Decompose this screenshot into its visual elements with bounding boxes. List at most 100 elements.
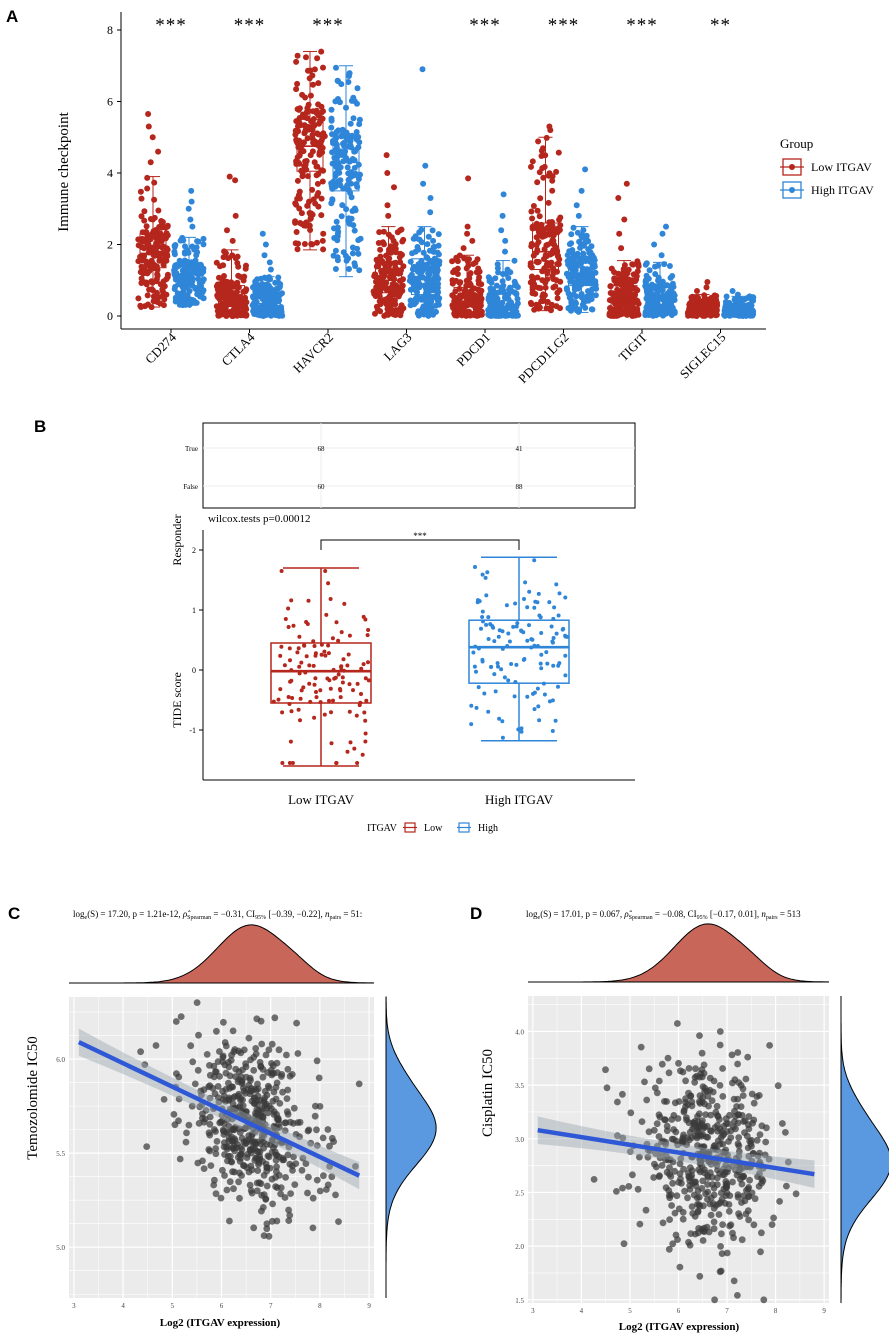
b-point — [551, 663, 556, 668]
a-point — [294, 177, 301, 184]
scatter-point — [716, 1041, 724, 1049]
a-point — [412, 235, 419, 242]
b-point — [286, 606, 291, 611]
xtick-label: 3 — [72, 1302, 76, 1310]
b-point — [525, 638, 530, 643]
scatter-point — [212, 1128, 219, 1135]
a-point — [667, 294, 674, 301]
scatter-point — [223, 1129, 231, 1136]
scatter-point — [753, 1136, 761, 1144]
a-box-PDCD1-low — [449, 175, 485, 319]
a-outlier — [460, 245, 467, 252]
b-point — [297, 634, 302, 639]
a-point — [666, 263, 673, 269]
a-point — [613, 280, 620, 287]
a-point — [256, 312, 263, 319]
scatter-point — [251, 1128, 259, 1136]
a-point — [355, 250, 362, 257]
b-point — [327, 698, 331, 703]
scatter-point — [747, 1140, 755, 1147]
scatter-point — [283, 1051, 290, 1059]
a-point — [432, 302, 439, 309]
scatter-point — [614, 1098, 621, 1106]
a-point — [472, 306, 479, 313]
scatter-point — [212, 1145, 220, 1152]
a-point — [420, 249, 427, 256]
scatter-point — [203, 1051, 211, 1058]
b-point — [360, 752, 365, 757]
a-point — [351, 227, 358, 234]
scatter-point — [735, 1111, 743, 1119]
scatter-point — [259, 1158, 266, 1165]
a-point — [556, 287, 563, 294]
scatter-point — [707, 1211, 715, 1219]
b-point — [287, 761, 292, 765]
scatter-point — [313, 1176, 321, 1184]
a-point — [347, 120, 354, 127]
scatter-point — [193, 999, 201, 1006]
a-point — [302, 161, 309, 168]
a-point — [456, 252, 463, 259]
b-point — [326, 581, 331, 586]
a-outlier — [469, 237, 476, 244]
a-point — [476, 274, 483, 281]
a-point — [658, 303, 664, 310]
scatter-point — [758, 1229, 765, 1237]
scatter-point — [716, 1082, 724, 1089]
scatter-point — [253, 1086, 260, 1094]
b-point — [523, 580, 528, 585]
b-point — [283, 617, 288, 621]
b-point — [331, 698, 335, 703]
scatter-point — [674, 1020, 681, 1027]
scatter-point — [243, 1154, 251, 1161]
a-point — [318, 195, 325, 202]
b-point — [539, 666, 544, 671]
a-point — [345, 215, 352, 222]
a-point — [313, 110, 320, 117]
b-point — [278, 687, 283, 692]
b-point — [311, 663, 316, 668]
scatter-point — [269, 1097, 277, 1105]
scatter-point — [313, 1057, 321, 1065]
a-outlier — [427, 209, 434, 216]
x-label-high: High ITGAV — [485, 792, 554, 807]
a-point — [398, 302, 405, 309]
a-outlier — [422, 162, 429, 169]
scatter-point — [227, 1153, 234, 1160]
b-point — [506, 631, 511, 636]
scatter-point — [745, 1216, 752, 1224]
scatter-point — [285, 1217, 293, 1224]
a-point — [293, 58, 300, 65]
a-point — [336, 169, 343, 176]
scatter-point — [745, 1184, 753, 1191]
panel-label-a: A — [6, 7, 18, 26]
scatter-point — [206, 1094, 214, 1102]
scatter-point — [697, 1131, 704, 1139]
scatter-point — [212, 1150, 220, 1158]
panel-b-y-ticks: -1 0 1 2 — [189, 546, 203, 735]
a-point — [155, 207, 162, 214]
d-stat-ci-val: [−0.17, 0.01], — [708, 909, 762, 919]
scatter-point — [701, 1123, 709, 1131]
b-point — [363, 731, 368, 736]
a-point — [570, 224, 577, 231]
b-point — [308, 699, 313, 704]
b-point — [554, 631, 559, 636]
scatter-point — [722, 1192, 730, 1199]
b-point — [366, 660, 370, 665]
b-point — [495, 661, 500, 666]
a-point — [350, 156, 357, 163]
b-point — [512, 694, 517, 699]
a-point — [557, 214, 564, 221]
scatter-point — [642, 1206, 650, 1214]
scatter-point — [253, 1148, 261, 1155]
panel-d-x-axis-label: Log2 (ITGAV expression) — [619, 1321, 740, 1333]
a-outlier — [615, 195, 622, 201]
scatter-point — [287, 1190, 294, 1197]
b-point — [328, 597, 333, 601]
a-point — [543, 134, 550, 141]
a-point — [541, 163, 548, 170]
scatter-point — [309, 1194, 317, 1202]
b-point — [480, 615, 485, 619]
a-point — [538, 228, 545, 235]
